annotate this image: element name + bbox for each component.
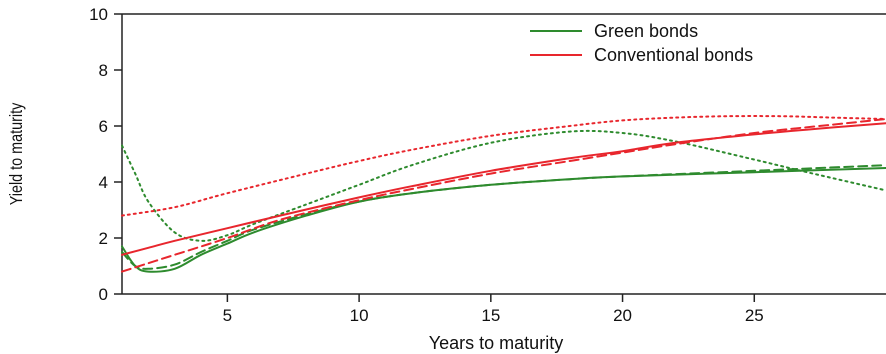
x-axis-title: Years to maturity [429, 333, 563, 353]
x-tick-label: 15 [481, 306, 500, 325]
conventional-bonds-dashed-line [121, 118, 886, 273]
legend-label-conventional-bonds: Conventional bonds [594, 45, 753, 65]
y-tick-label: 10 [89, 5, 108, 24]
green-bonds-dashed-line [121, 164, 886, 270]
green-bonds-dotted-line [121, 129, 886, 242]
x-tick-label: 5 [223, 306, 232, 325]
y-tick-label: 0 [99, 285, 108, 304]
y-tick-label: 6 [99, 117, 108, 136]
legend-label-green-bonds: Green bonds [594, 21, 698, 41]
y-tick-label: 8 [99, 61, 108, 80]
x-tick-label: 10 [350, 306, 369, 325]
plot-frame [121, 13, 886, 295]
conventional-bonds-dotted-line [121, 115, 886, 217]
y-tick-label: 2 [99, 229, 108, 248]
x-tick-label: 25 [745, 306, 764, 325]
y-axis-ticks: 0 2 4 6 8 10 [89, 5, 122, 304]
y-axis-title: Yield to maturity [7, 102, 27, 205]
x-axis-ticks: 5 10 15 20 25 [223, 294, 764, 325]
x-tick-label: 20 [613, 306, 632, 325]
legend: Green bonds Conventional bonds [530, 21, 753, 65]
series-layer [121, 115, 886, 273]
conventional-bonds-solid-line [121, 122, 886, 256]
y-tick-label: 4 [99, 173, 108, 192]
